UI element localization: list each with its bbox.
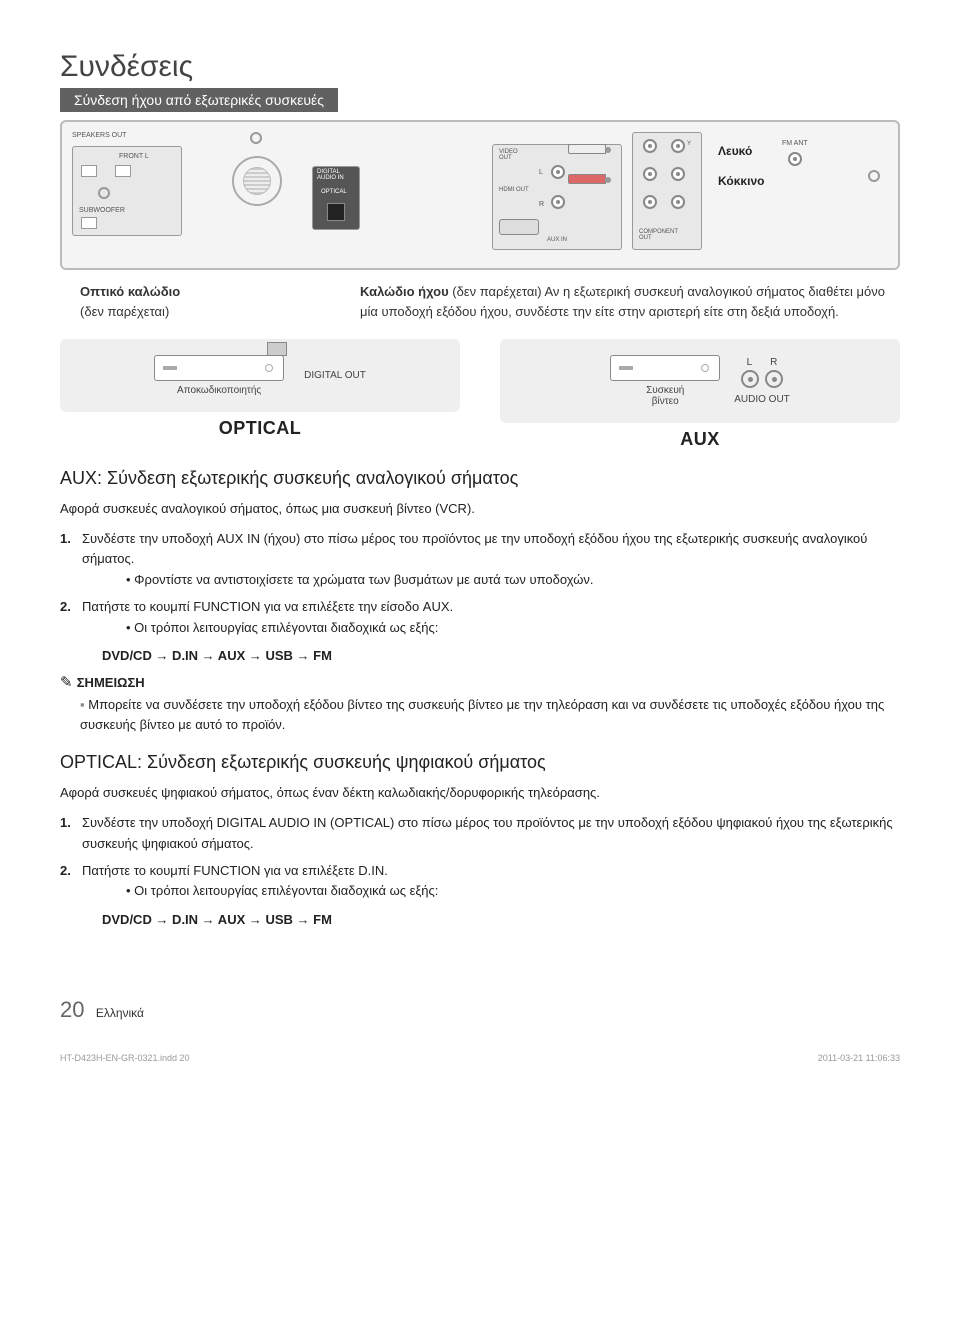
component-block: Y COMPONENT OUT bbox=[632, 132, 702, 250]
component-jack bbox=[643, 167, 657, 181]
step-text: Πατήστε το κουμπί FUNCTION για να επιλέξ… bbox=[82, 599, 453, 614]
label-component-out: COMPONENT OUT bbox=[639, 229, 678, 241]
label-aux-big: AUX bbox=[500, 429, 900, 450]
av-block: VIDEO OUT HDMI OUT L R AUX IN bbox=[492, 144, 622, 250]
optical-heading: OPTICAL: Σύνδεση εξωτερικής συσκευής ψηφ… bbox=[60, 752, 900, 773]
footer-meta: HT-D423H-EN-GR-0321.indd 20 2011-03-21 1… bbox=[60, 1053, 900, 1063]
label-red: Κόκκινο bbox=[718, 174, 764, 188]
optical-step2-bullet: Οι τρόποι λειτουργίας επιλέγονται διαδοχ… bbox=[104, 881, 900, 902]
label-fm-ant: FM ANT bbox=[782, 140, 808, 147]
aux-steps: 1. Συνδέστε την υποδοχή AUX IN (ήχου) στ… bbox=[60, 529, 900, 639]
rear-panel-diagram: SPEAKERS OUT FRONT L SUBWOOFER DIGITAL A… bbox=[60, 120, 900, 270]
label-L: L bbox=[539, 169, 543, 176]
label-digital-audio-in: DIGITAL AUDIO IN bbox=[317, 169, 344, 181]
label-aux-in: AUX IN bbox=[547, 237, 567, 243]
label-front-l: FRONT L bbox=[119, 153, 149, 160]
step-number: 1. bbox=[60, 813, 71, 834]
label-video-out: VIDEO OUT bbox=[499, 149, 518, 161]
label-optical-big: OPTICAL bbox=[60, 418, 460, 439]
aux-mode-chain: DVD/CD → D.IN → AUX → USB → FM bbox=[102, 648, 900, 663]
audio-cable-title: Καλώδιο ήχου bbox=[360, 284, 449, 299]
component-jack bbox=[671, 167, 685, 181]
step-number: 2. bbox=[60, 861, 71, 882]
plug-white bbox=[568, 144, 606, 154]
step-number: 2. bbox=[60, 597, 71, 618]
label-decoder: Αποκωδικοποιητής bbox=[154, 385, 284, 396]
aux-step2-bullet: Οι τρόποι λειτουργίας επιλέγονται διαδοχ… bbox=[104, 618, 900, 639]
aux-intro: Αφορά συσκευές αναλογικού σήματος, όπως … bbox=[60, 499, 900, 519]
component-jack bbox=[643, 195, 657, 209]
page-footer: 20 Ελληνικά bbox=[60, 997, 900, 1023]
component-jack bbox=[671, 139, 685, 153]
aux-note-text: Μπορείτε να συνδέσετε την υποδοχή εξόδου… bbox=[80, 695, 900, 734]
hdmi-port bbox=[499, 219, 539, 235]
speakers-block: FRONT L SUBWOOFER bbox=[72, 146, 182, 236]
optical-cable-title: Οπτικό καλώδιο bbox=[80, 282, 260, 302]
fm-ant-jack bbox=[788, 152, 802, 166]
screw-icon bbox=[868, 170, 880, 182]
step-text: Συνδέστε την υποδοχή DIGITAL AUDIO IN (O… bbox=[82, 815, 893, 851]
rca-r-icon bbox=[765, 370, 783, 388]
rca-l-icon bbox=[741, 370, 759, 388]
optical-block: DIGITAL AUDIO IN OPTICAL bbox=[312, 166, 360, 230]
screw-icon bbox=[250, 132, 262, 144]
label-L: L bbox=[747, 357, 753, 368]
optical-step-1: 1. Συνδέστε την υποδοχή DIGITAL AUDIO IN… bbox=[60, 813, 900, 855]
fan-vent-icon bbox=[232, 156, 282, 206]
device-connection-row: Αποκωδικοποιητής DIGITAL OUT OPTICAL Συσ… bbox=[60, 339, 900, 450]
step-text: Πατήστε το κουμπί FUNCTION για να επιλέξ… bbox=[82, 863, 388, 878]
label-subwoofer: SUBWOOFER bbox=[79, 207, 125, 214]
speaker-terminal bbox=[115, 165, 131, 177]
step-text: Συνδέστε την υποδοχή AUX IN (ήχου) στο π… bbox=[82, 531, 867, 567]
decoder-device-icon bbox=[154, 355, 284, 381]
optical-port bbox=[327, 203, 345, 221]
step-number: 1. bbox=[60, 529, 71, 550]
speaker-terminal bbox=[81, 165, 97, 177]
video-device-icon bbox=[610, 355, 720, 381]
label-optical: OPTICAL bbox=[321, 189, 347, 195]
label-digital-out: DIGITAL OUT bbox=[304, 370, 366, 381]
aux-step-2: 2. Πατήστε το κουμπί FUNCTION για να επι… bbox=[60, 597, 900, 639]
cable-notes-row: Οπτικό καλώδιο (δεν παρέχεται) Καλώδιο ή… bbox=[60, 282, 900, 321]
label-white: Λευκό bbox=[718, 144, 752, 158]
aux-r-jack bbox=[551, 195, 565, 209]
page-number: 20 bbox=[60, 997, 84, 1022]
optical-plug-icon bbox=[267, 342, 287, 356]
page-title: Συνδέσεις bbox=[60, 50, 900, 84]
label-video-device: Συσκευή βίντεο bbox=[610, 385, 720, 407]
plug-red bbox=[568, 174, 606, 184]
screw-icon bbox=[98, 187, 110, 199]
label-R: R bbox=[770, 357, 777, 368]
section-bar: Σύνδεση ήχου από εξωτερικές συσκευές bbox=[60, 88, 338, 112]
aux-step-1: 1. Συνδέστε την υποδοχή AUX IN (ήχου) στ… bbox=[60, 529, 900, 591]
note-label: ΣΗΜΕΙΩΣΗ bbox=[60, 673, 900, 691]
footer-timestamp: 2011-03-21 11:06:33 bbox=[818, 1053, 900, 1063]
optical-cable-sub: (δεν παρέχεται) bbox=[80, 302, 260, 322]
label-audio-out: AUDIO OUT bbox=[734, 394, 790, 405]
label-R: R bbox=[539, 201, 544, 208]
label-hdmi-out: HDMI OUT bbox=[499, 187, 529, 193]
optical-mode-chain: DVD/CD → D.IN → AUX → USB → FM bbox=[102, 912, 900, 927]
optical-intro: Αφορά συσκευές ψηφιακού σήματος, όπως έν… bbox=[60, 783, 900, 803]
speaker-terminal bbox=[81, 217, 97, 229]
footer-language: Ελληνικά bbox=[96, 1006, 144, 1020]
aux-heading: AUX: Σύνδεση εξωτερικής συσκευής αναλογι… bbox=[60, 468, 900, 489]
optical-step-2: 2. Πατήστε το κουμπί FUNCTION για να επι… bbox=[60, 861, 900, 903]
component-jack bbox=[671, 195, 685, 209]
label-Y: Y bbox=[687, 141, 691, 147]
aux-step1-bullet: Φροντίστε να αντιστοιχίσετε τα χρώματα τ… bbox=[104, 570, 900, 591]
footer-file: HT-D423H-EN-GR-0321.indd 20 bbox=[60, 1053, 190, 1063]
label-speakers-out: SPEAKERS OUT bbox=[72, 132, 126, 139]
aux-l-jack bbox=[551, 165, 565, 179]
component-jack bbox=[643, 139, 657, 153]
optical-steps: 1. Συνδέστε την υποδοχή DIGITAL AUDIO IN… bbox=[60, 813, 900, 902]
